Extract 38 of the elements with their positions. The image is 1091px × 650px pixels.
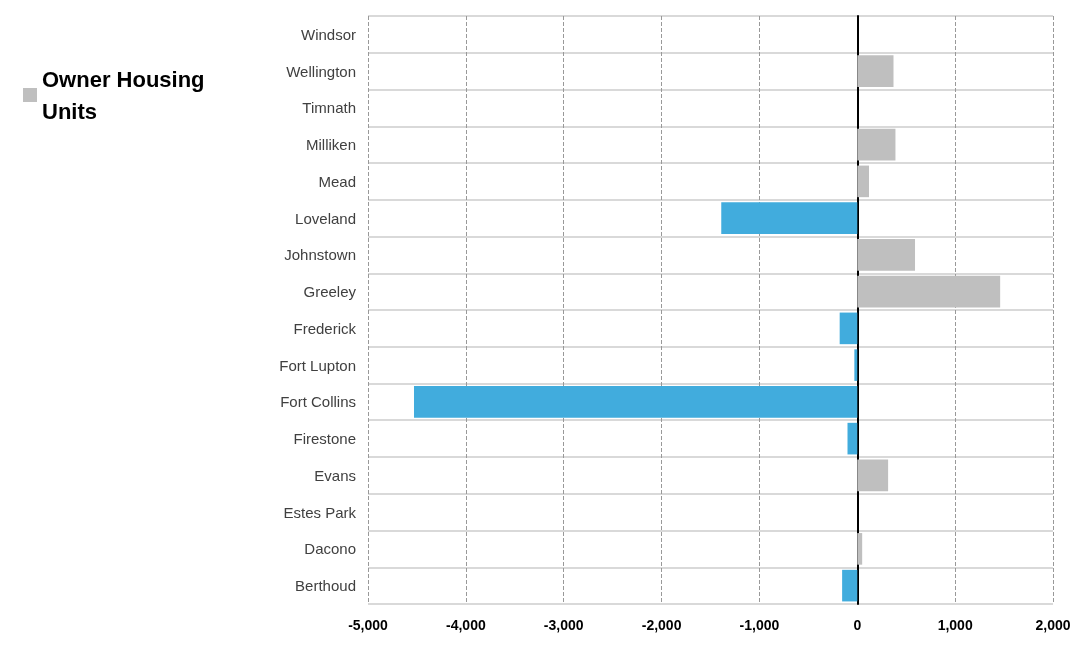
bar	[857, 533, 863, 565]
bar	[839, 312, 858, 345]
y-tick-label: Dacono	[304, 540, 356, 558]
y-tick-label: Timnath	[302, 99, 356, 117]
bar	[854, 349, 858, 381]
x-tick-label: -1,000	[739, 617, 780, 633]
y-tick-label: Evans	[314, 466, 356, 484]
y-tick-label: Frederick	[293, 319, 357, 337]
bar	[857, 128, 896, 161]
y-tick-label: Fort Lupton	[279, 356, 356, 374]
x-tick-label: -2,000	[641, 617, 682, 633]
bar	[842, 569, 858, 602]
y-tick-label: Mead	[318, 172, 356, 190]
y-tick-label: Loveland	[295, 209, 356, 227]
bar	[857, 55, 894, 87]
bar	[847, 422, 858, 455]
y-tick-label: Johnstown	[284, 246, 356, 264]
x-tick-label: 2,000	[1035, 617, 1071, 633]
y-tick-label: Berthoud	[295, 577, 356, 595]
bar	[857, 275, 1001, 308]
bar	[857, 239, 916, 271]
bar	[857, 459, 889, 492]
x-tick-label: -5,000	[348, 617, 389, 633]
x-tick-label: -3,000	[543, 617, 584, 633]
y-tick-label: Milliken	[305, 136, 356, 154]
y-tick-label: Wellington	[286, 62, 356, 80]
y-tick-label: Firestone	[293, 430, 356, 448]
bar	[857, 165, 870, 198]
x-tick-label: 1,000	[937, 617, 973, 633]
x-tick-label: 0	[853, 617, 862, 633]
bar	[721, 202, 858, 234]
y-tick-label: Windsor	[300, 25, 356, 43]
bar	[413, 386, 858, 418]
y-tick-label: Greeley	[303, 283, 357, 301]
legend-label: Owner Housing Units	[42, 66, 211, 124]
x-tick-label: -4,000	[446, 617, 486, 633]
y-tick-label: Estes Park	[283, 503, 357, 521]
y-tick-label: Fort Collins	[280, 393, 356, 411]
